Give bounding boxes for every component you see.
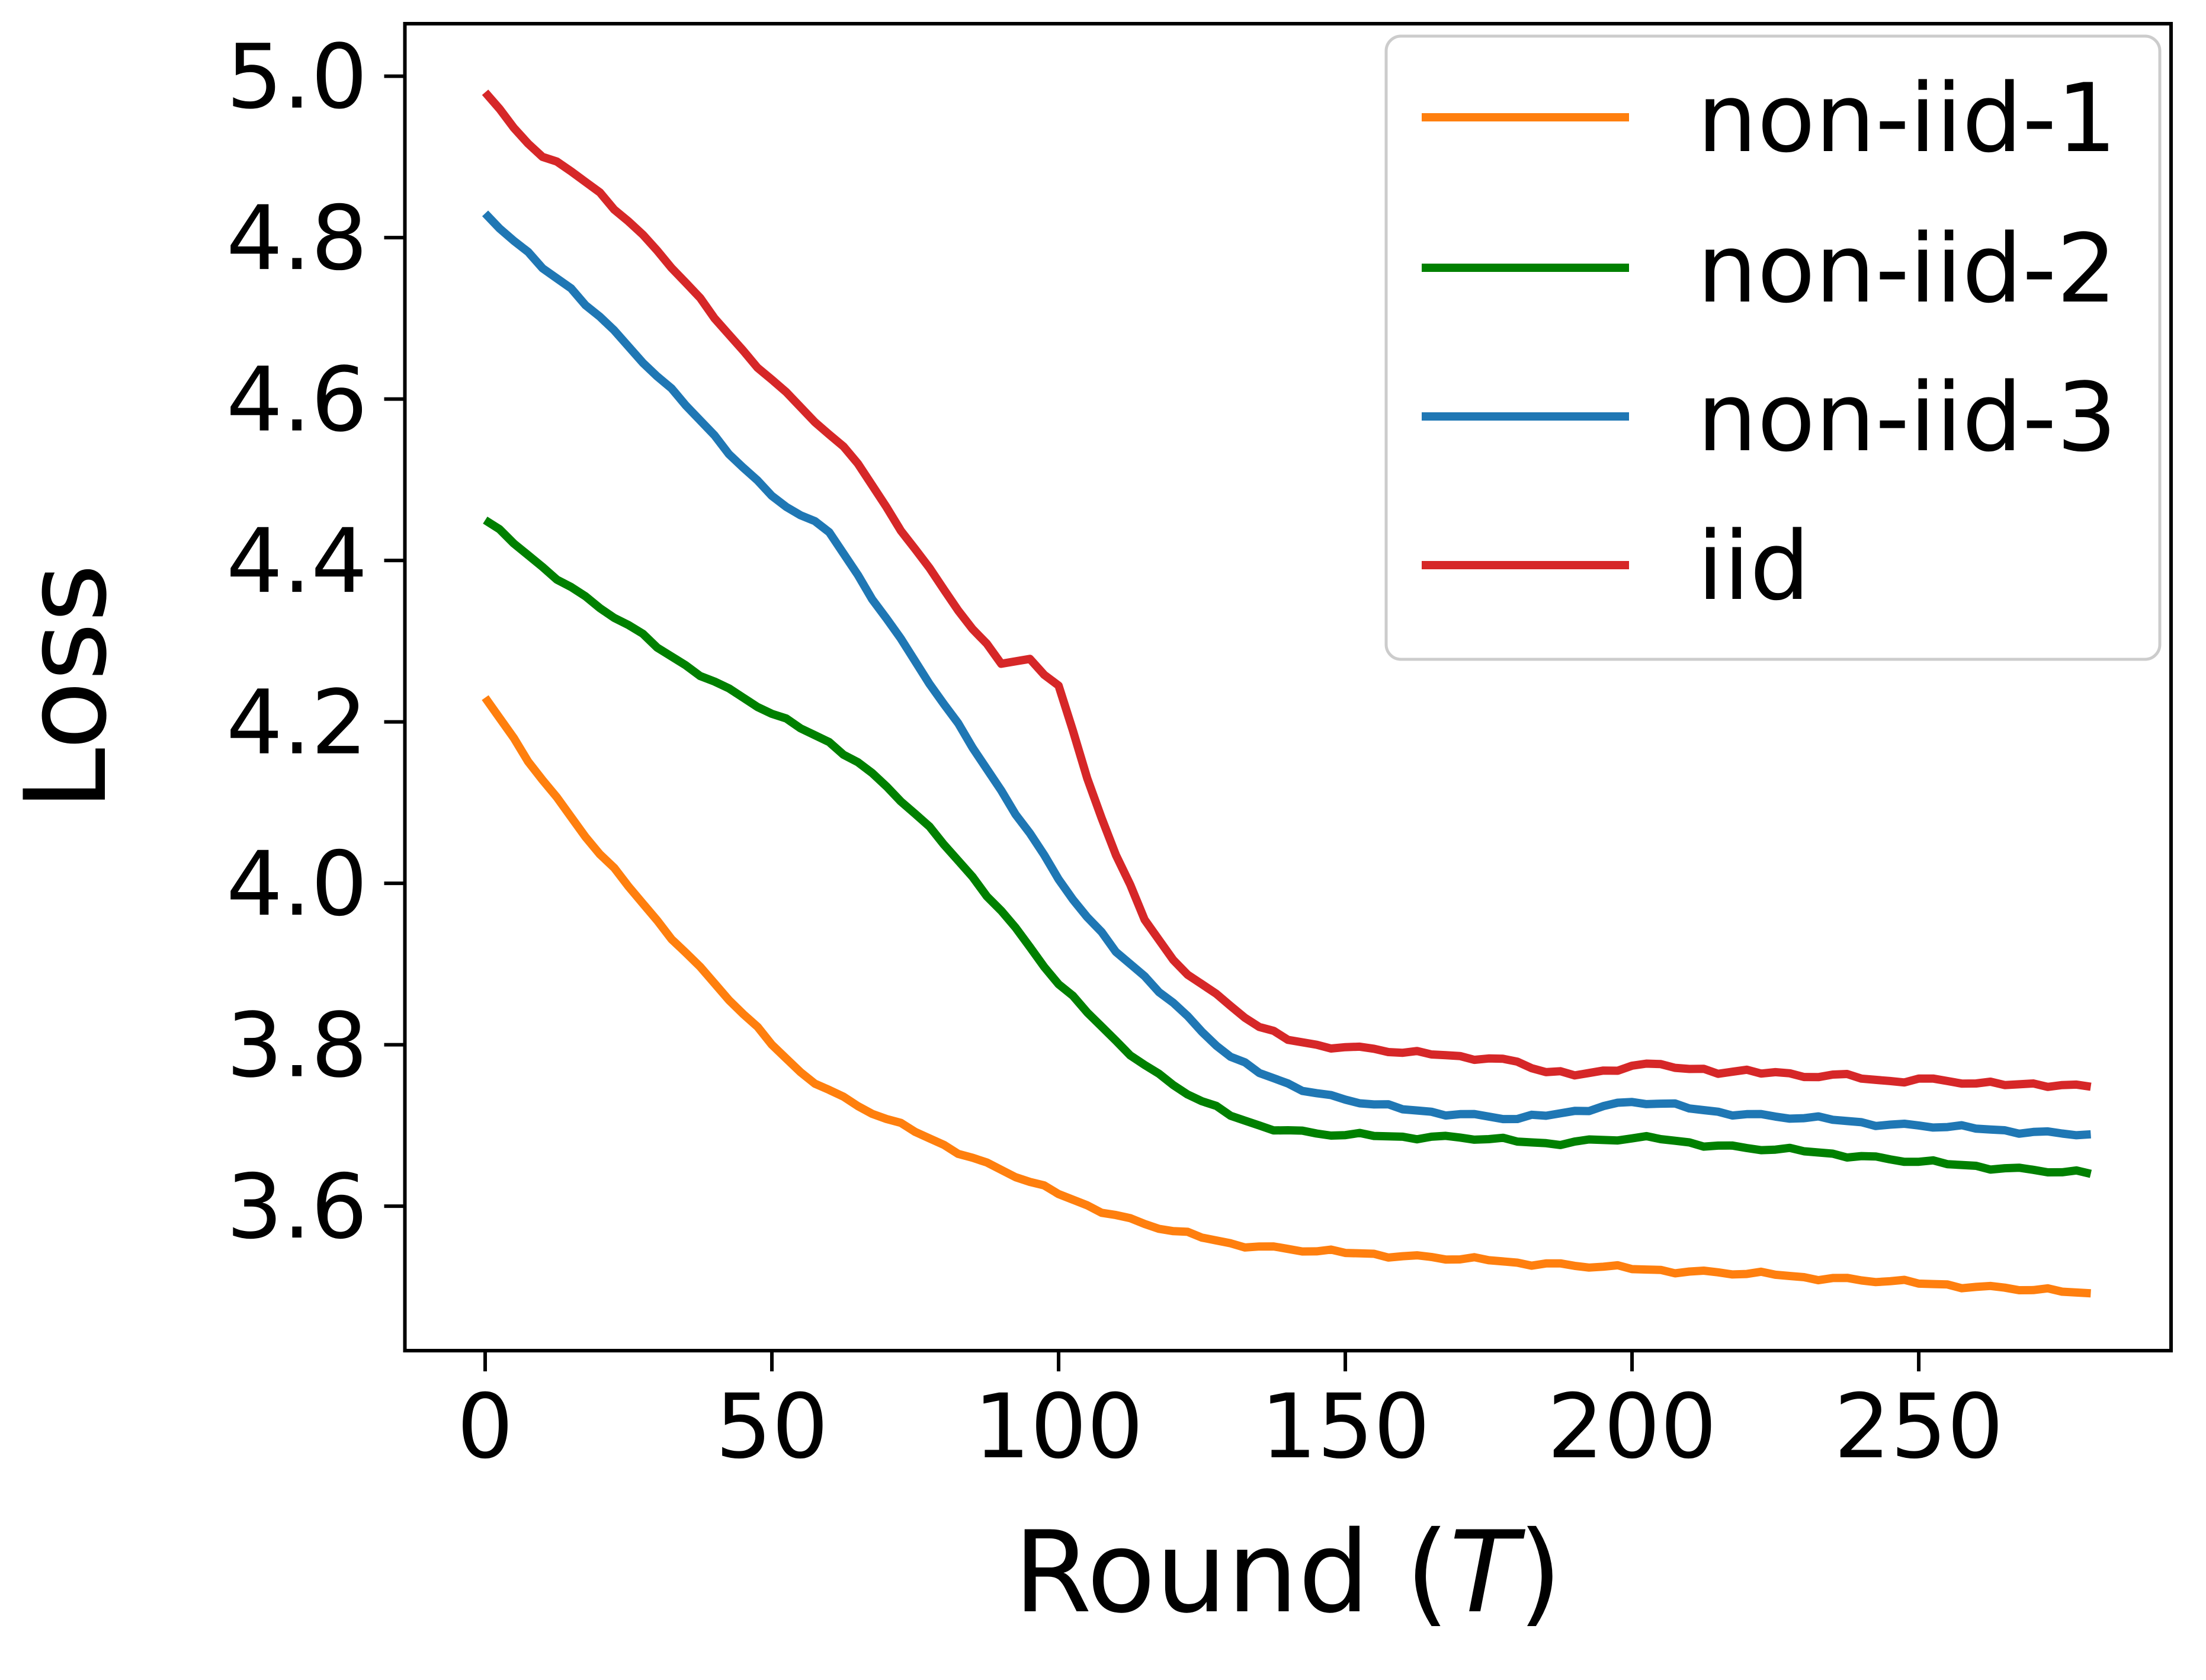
plot-frame [403,22,2173,1352]
legend-item-iid: iid [1422,511,1810,621]
y-tick-label: 4.6 [226,349,368,452]
y-tick-label: 5.0 [226,26,368,129]
x-tick-label: 150 [1261,1376,1430,1479]
legend-label: non-iid-1 [1697,63,2117,174]
y-axis-ticks: 3.6 3.8 4.0 4.2 4.4 4.6 4.8 5.0 [226,26,405,1259]
x-tick-label: 100 [974,1376,1143,1479]
series-line-non-iid-1 [482,695,2091,1298]
x-axis-label-suffix: ) [1518,1507,1562,1638]
legend-label: non-iid-3 [1697,362,2117,473]
y-tick-label: 3.8 [226,995,368,1098]
x-axis-ticks: 0 50 100 150 200 250 [457,1351,2003,1479]
curves-group [482,89,2092,1298]
x-axis-label: Round (T) [1014,1507,1562,1638]
x-tick-label: 250 [1834,1376,2003,1479]
legend-item-non-iid-1: non-iid-1 [1422,63,2117,174]
y-tick-label: 4.8 [226,187,368,290]
legend: non-iid-1 non-iid-2 non-iid-3 iid [1384,34,2162,661]
x-tick-label: 0 [457,1376,513,1479]
y-tick-label: 4.4 [226,510,368,613]
x-tick-label: 200 [1547,1376,1717,1479]
y-tick-label: 4.0 [226,833,368,936]
legend-label: non-iid-2 [1697,213,2117,324]
y-tick-label: 3.6 [226,1156,368,1259]
x-tick-label: 50 [716,1376,829,1479]
series-line-non-iid-3 [482,210,2091,1140]
x-axis-label-prefix: Round ( [1014,1507,1450,1638]
legend-item-non-iid-3: non-iid-3 [1422,362,2117,473]
series-line-iid [482,89,2092,1091]
legend-label: iid [1697,511,1810,621]
legend-item-non-iid-2: non-iid-2 [1422,213,2117,324]
y-tick-label: 4.2 [226,672,368,775]
y-axis-label: Loss [1,564,132,811]
series-line-non-iid-2 [483,517,2092,1178]
legend-box [1384,34,2162,661]
legend-items: non-iid-1 non-iid-2 non-iid-3 iid [1422,63,2117,621]
x-axis-label-variable: T [1450,1507,1526,1638]
